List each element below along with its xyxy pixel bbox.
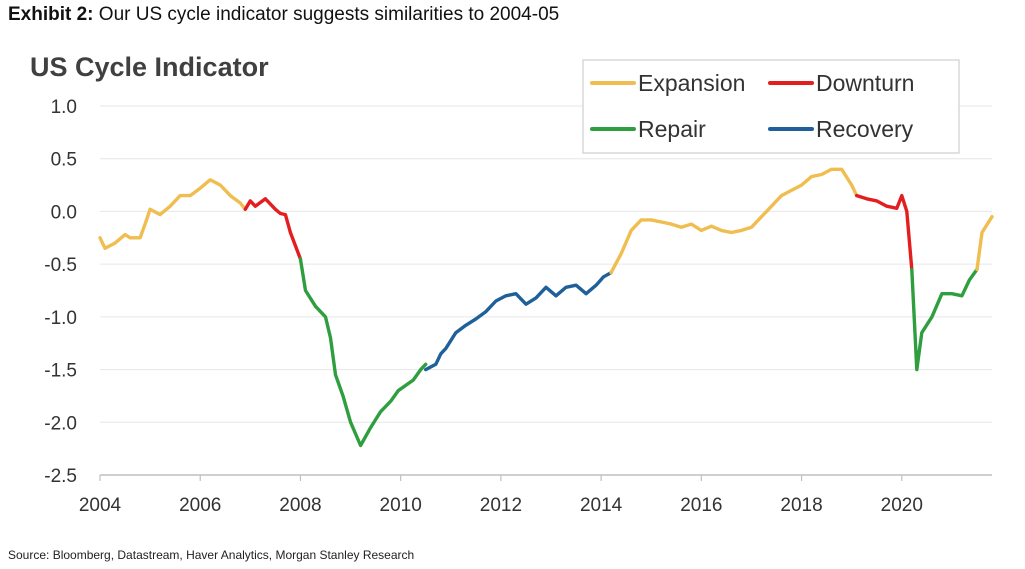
y-tick-label: 1.0 (51, 97, 77, 118)
y-tick-label: 0.5 (51, 150, 77, 171)
source-note: Source: Bloomberg, Datastream, Haver Ana… (8, 548, 415, 562)
legend-label-recovery: Recovery (816, 116, 914, 142)
y-axis-ticks: 1.0 0.5 0.0 -0.5 -1.0 -1.5 -2.0 -2.5 (44, 97, 77, 487)
x-tick-label: 2014 (580, 495, 623, 516)
y-tick-label: 0.0 (51, 202, 77, 223)
series-line-recovery (424, 270, 613, 372)
series-line-repair (298, 257, 428, 448)
series-line-repair (910, 267, 979, 372)
legend-label-repair: Repair (638, 116, 706, 142)
chart-title: US Cycle Indicator (30, 52, 269, 82)
grid-lines (100, 105, 992, 423)
legend: Expansion Downturn Repair Recovery (582, 59, 960, 154)
series-line-expansion (98, 178, 248, 251)
legend-label-expansion: Expansion (638, 70, 745, 96)
x-tick-label: 2020 (881, 495, 923, 516)
y-tick-label: -2.5 (44, 466, 77, 487)
exhibit-label: Exhibit 2: (8, 4, 94, 25)
legend-label-downturn: Downturn (816, 70, 914, 96)
y-tick-label: -0.5 (44, 255, 77, 276)
x-tick-label: 2010 (380, 495, 422, 516)
x-tick-label: 2018 (780, 495, 822, 516)
y-tick-label: -1.5 (44, 361, 77, 382)
exhibit-header: Exhibit 2: Our US cycle indicator sugges… (8, 4, 559, 26)
series-line-expansion (975, 214, 994, 272)
series-line-downturn (855, 193, 914, 272)
x-axis-ticks: 2004 2006 2008 2010 2012 2014 2016 2018 2020 (79, 475, 923, 516)
series-line-downturn (243, 197, 303, 261)
y-tick-label: -2.0 (44, 413, 77, 434)
x-tick-label: 2004 (79, 495, 122, 516)
legend-box (582, 59, 960, 154)
x-tick-label: 2016 (680, 495, 722, 516)
x-tick-label: 2006 (179, 495, 221, 516)
series-line-expansion (609, 167, 859, 275)
exhibit-text: Our US cycle indicator suggests similari… (98, 4, 560, 25)
x-tick-label: 2012 (480, 495, 522, 516)
series-lines (98, 167, 994, 448)
y-tick-label: -1.0 (44, 308, 77, 329)
x-tick-label: 2008 (279, 495, 321, 516)
